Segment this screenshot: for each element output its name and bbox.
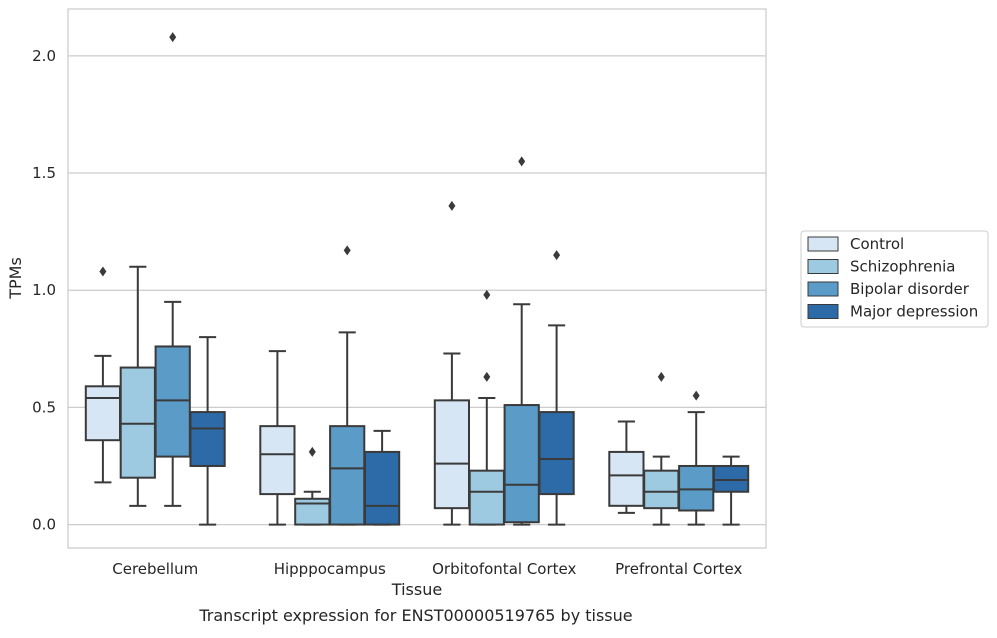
box xyxy=(608,450,645,507)
box xyxy=(643,469,680,510)
box-group xyxy=(363,429,401,526)
y-tick-label: 0.0 xyxy=(32,516,56,534)
y-axis-label: TPMs xyxy=(6,257,25,300)
box xyxy=(678,464,715,512)
box-group xyxy=(712,455,750,526)
outlier-point xyxy=(483,289,491,300)
box xyxy=(259,425,296,496)
x-tick-label: Orbitofontal Cortex xyxy=(432,560,576,578)
legend-label: Major depression xyxy=(850,303,978,321)
legend-label: Control xyxy=(850,235,904,253)
outlier-point xyxy=(343,245,351,256)
y-axis-ticks: 0.0 0.5 1.0 1.5 2.0 xyxy=(32,47,56,534)
box xyxy=(84,385,122,442)
y-tick-label: 0.5 xyxy=(32,398,56,416)
box-group xyxy=(189,336,226,526)
box-group xyxy=(259,350,296,526)
outlier-point xyxy=(553,250,561,261)
legend-swatch xyxy=(807,259,839,274)
outlier-point xyxy=(448,200,456,211)
y-tick-label: 1.5 xyxy=(32,164,56,182)
box-group xyxy=(643,371,680,526)
legend-swatch xyxy=(807,281,839,297)
outlier-point xyxy=(518,156,526,167)
box-group xyxy=(294,446,331,526)
legend-label: Schizophrenia xyxy=(850,258,955,276)
legend-label: Bipolar disorder xyxy=(850,280,970,298)
box-group xyxy=(503,156,540,526)
box-group xyxy=(538,250,575,526)
box xyxy=(154,345,191,458)
box xyxy=(329,425,366,526)
legend-frame xyxy=(800,230,989,328)
box xyxy=(538,411,575,496)
x-tick-label: Prefrontal Cortex xyxy=(615,560,742,578)
box xyxy=(119,366,156,479)
box-group xyxy=(84,266,122,484)
y-tick-label: 2.0 xyxy=(32,47,56,65)
legend: Control Schizophrenia Bipolar disorder Majo… xyxy=(800,230,989,328)
box-series xyxy=(84,32,750,526)
outlier-point xyxy=(99,266,107,277)
box-group xyxy=(608,420,645,514)
x-tick-label: Hipppocampus xyxy=(274,560,386,578)
outlier-point xyxy=(483,371,491,382)
box xyxy=(363,450,401,526)
x-axis-label: Tissue xyxy=(391,580,442,599)
box xyxy=(468,469,505,526)
box-group xyxy=(468,289,505,526)
figure-caption: Transcript expression for ENST0000051976… xyxy=(199,606,633,625)
legend-swatch xyxy=(807,304,839,319)
outlier-point xyxy=(308,446,316,457)
box-group xyxy=(154,32,191,507)
y-tick-label: 1.0 xyxy=(32,281,56,299)
box xyxy=(712,464,750,493)
outlier-point xyxy=(692,390,700,401)
outlier-point xyxy=(657,371,665,382)
box xyxy=(503,404,540,524)
x-tick-label: Cerebellum xyxy=(112,560,198,578)
plot-area xyxy=(67,8,767,549)
x-axis-categories: Cerebellum Hipppocampus Orbitofontal Corte… xyxy=(112,560,742,578)
box xyxy=(433,399,471,510)
legend-swatch xyxy=(807,236,839,252)
box xyxy=(189,411,226,467)
box-group xyxy=(433,200,471,526)
outlier-point xyxy=(169,32,177,43)
